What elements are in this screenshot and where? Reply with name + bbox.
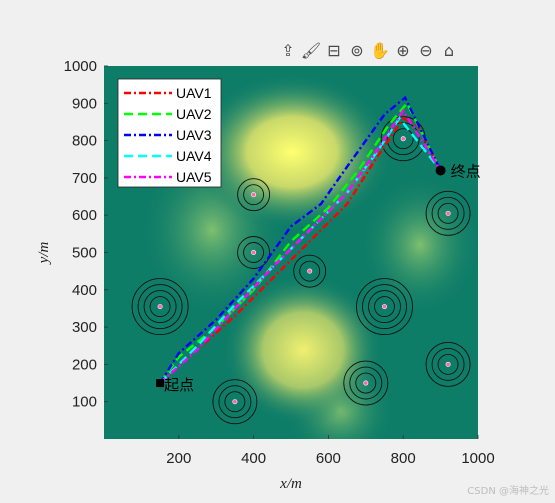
threat-zone	[293, 254, 327, 288]
threat-zone	[356, 278, 413, 336]
threat-center	[251, 250, 257, 256]
legend: UAV1 UAV2 UAV3 UAV4 UAV5	[117, 78, 222, 188]
threat-ring	[349, 366, 383, 400]
threat-center	[445, 361, 451, 367]
home-icon[interactable]: ⌂	[443, 41, 455, 60]
threat-center	[363, 380, 369, 386]
start-label: 起点	[164, 376, 194, 394]
threat-ring	[237, 236, 271, 269]
threat-center	[157, 304, 163, 310]
zoom-out-icon[interactable]: ⊖	[419, 41, 433, 60]
threat-ring	[392, 128, 414, 150]
y-tick-label: 300	[72, 319, 97, 336]
export-icon[interactable]: ⇪	[281, 41, 295, 60]
y-tick-label: 500	[72, 245, 97, 262]
threat-ring	[224, 391, 246, 413]
uav-paths	[159, 95, 442, 384]
legend-label: UAV3	[176, 127, 212, 143]
threat-zone	[425, 341, 471, 387]
threat-ring	[149, 296, 171, 318]
threat-ring	[431, 196, 465, 230]
threat-ring	[368, 290, 401, 324]
threat-ring	[218, 385, 252, 419]
threat-center	[307, 268, 313, 274]
threat-ring	[431, 347, 465, 381]
legend-label: UAV5	[176, 169, 212, 185]
pan-icon[interactable]: ✋	[370, 41, 390, 60]
threat-ring	[143, 290, 177, 324]
y-tick-label: 400	[72, 282, 97, 299]
brush-icon[interactable]: 🖌	[300, 41, 322, 60]
threat-center	[400, 136, 406, 142]
threat-ring	[243, 242, 265, 263]
threat-ring	[237, 178, 271, 212]
threat-ring	[131, 278, 189, 336]
legend-label: UAV1	[176, 85, 212, 101]
y-tick-label: 800	[72, 133, 97, 150]
y-tick-label: 600	[72, 207, 97, 224]
threat-ring	[374, 296, 395, 318]
x-tick-label: 600	[316, 450, 341, 467]
threat-zone	[425, 190, 471, 236]
series-line-uav1	[159, 116, 442, 384]
series-line-uav5	[159, 108, 442, 384]
legend-box	[117, 78, 222, 188]
legend-label: UAV2	[176, 106, 212, 122]
y-tick-label: 100	[72, 394, 97, 411]
axes: 200 400 600 800 1000 100 200 300 400 500 600 700 800…	[36, 58, 495, 492]
start-goal-markers: 起点 终点	[156, 162, 481, 394]
data-tips-icon[interactable]: ⊟	[327, 41, 341, 60]
threat-center	[381, 304, 387, 310]
threat-ring	[137, 284, 183, 330]
threat-ring	[243, 184, 265, 206]
start-marker	[156, 379, 165, 388]
figure-toolbar: ⇪ 🖌 ⊟ ⊚ ✋ ⊕ ⊖ ⌂	[278, 40, 459, 62]
series-line-uav2	[159, 101, 442, 384]
threat-ring	[425, 341, 471, 387]
threat-zone	[343, 360, 389, 406]
threat-ring	[212, 379, 258, 425]
threat-center	[232, 399, 238, 405]
y-tick-label: 1000	[64, 58, 97, 75]
threat-ring	[293, 254, 327, 288]
y-tick-label: 200	[72, 356, 97, 373]
y-tick-label: 700	[72, 170, 97, 187]
threat-zone	[237, 178, 271, 212]
y-axis-label: y/m	[36, 242, 52, 266]
threat-ring	[386, 122, 420, 156]
zoom-in-icon[interactable]: ⊕	[396, 41, 410, 60]
threat-center	[445, 210, 451, 216]
legend-label: UAV4	[176, 148, 212, 164]
threat-ring	[356, 278, 413, 336]
threat-zone	[212, 379, 258, 425]
rotate-icon[interactable]: ⊚	[350, 41, 364, 60]
watermark-text: CSDN @海神之光	[467, 486, 549, 497]
threat-ring	[299, 260, 321, 282]
x-axis-label: x/m	[279, 476, 302, 492]
threat-center	[251, 192, 257, 198]
x-tick-label: 1000	[461, 450, 494, 467]
threat-ring	[437, 202, 459, 224]
threat-ring	[343, 360, 389, 406]
threat-ring	[362, 284, 407, 330]
threat-ring	[437, 353, 459, 375]
x-tick-label: 400	[241, 450, 266, 467]
x-tick-label: 800	[391, 450, 416, 467]
threat-ring	[355, 372, 377, 394]
threat-ring	[425, 190, 471, 236]
goal-label: 终点	[451, 162, 481, 180]
threat-zone	[237, 236, 271, 269]
threat-zone	[131, 278, 189, 336]
series-line-uav3	[159, 95, 442, 384]
y-tick-label: 900	[72, 95, 97, 112]
goal-marker	[435, 165, 446, 176]
x-tick-label: 200	[166, 450, 191, 467]
